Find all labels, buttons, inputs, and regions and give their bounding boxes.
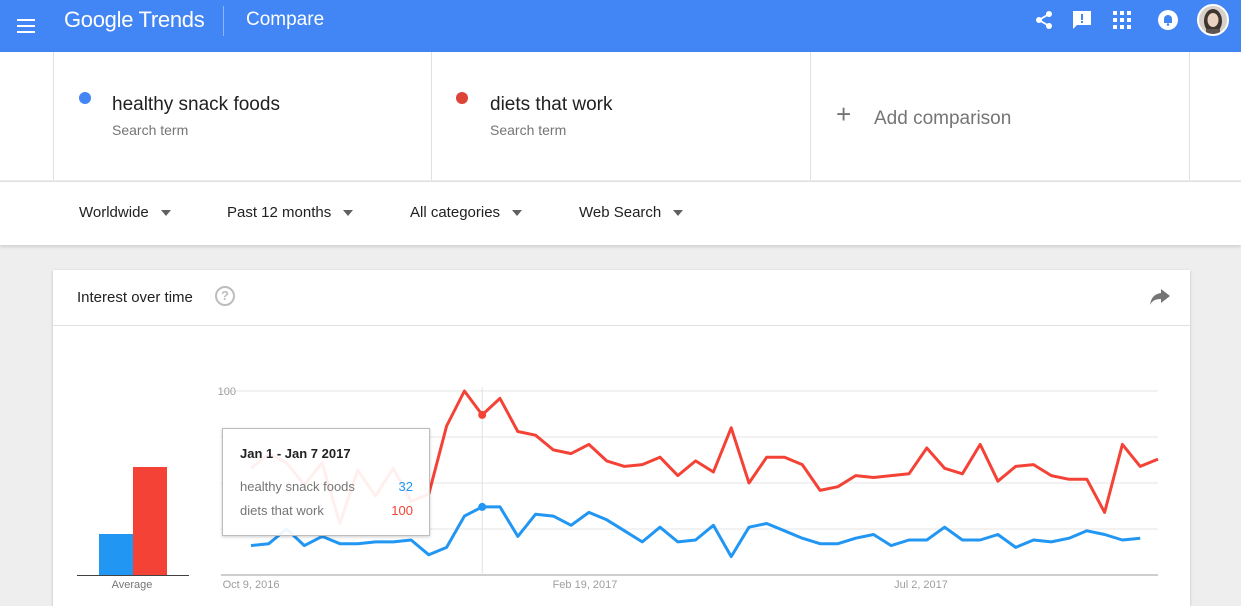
x-tick-label: Feb 19, 2017 <box>553 579 618 591</box>
term-color-dot-1 <box>79 92 91 104</box>
filter-region-dropdown[interactable]: Worldwide <box>79 204 171 221</box>
plus-icon: + <box>836 99 852 129</box>
term-divider <box>53 52 54 180</box>
x-tick-label: Jul 2, 2017 <box>894 579 948 591</box>
chevron-down-icon <box>673 209 684 216</box>
term-color-dot-2 <box>456 92 468 104</box>
avatar[interactable] <box>1197 4 1229 36</box>
term-type-2: Search term <box>490 122 567 138</box>
google-trends-logo[interactable]: Google Trends <box>64 7 205 32</box>
average-baseline <box>77 575 189 576</box>
card-title: Interest over time <box>77 289 193 306</box>
tooltip-date: Jan 1 - Jan 7 2017 <box>240 446 351 461</box>
filter-region-label: Worldwide <box>79 204 149 221</box>
term-name-1[interactable]: healthy snack foods <box>112 94 280 115</box>
tooltip-series-value-1: 32 <box>398 479 413 494</box>
share-icon[interactable] <box>1032 8 1056 32</box>
term-card-2[interactable]: diets that work Search term <box>432 52 811 180</box>
term-card-1[interactable]: healthy snack foods Search term <box>54 52 432 180</box>
comparison-row: healthy snack foods Search term diets th… <box>0 52 1241 180</box>
tooltip-series-value-2: 100 <box>391 503 413 518</box>
header-divider <box>223 6 224 36</box>
filter-time-label: Past 12 months <box>227 204 332 221</box>
menu-icon[interactable] <box>14 14 38 38</box>
y-tick-label: 100 <box>218 386 236 398</box>
hover-point-1 <box>478 502 487 511</box>
filter-search-type-dropdown[interactable]: Web Search <box>579 204 684 221</box>
chart-tooltip: Jan 1 - Jan 7 2017 healthy snack foods 3… <box>222 428 430 536</box>
chevron-down-icon <box>512 209 523 216</box>
add-comparison-label: Add comparison <box>874 108 1012 129</box>
interest-over-time-card: Interest over time ? Average 100 Oct 9, 2… <box>53 270 1190 606</box>
tooltip-series-label-1: healthy snack foods <box>240 479 355 494</box>
notifications-icon[interactable] <box>1156 8 1180 32</box>
feedback-icon[interactable] <box>1070 8 1094 32</box>
filter-category-label: All categories <box>410 204 501 221</box>
hover-point-2 <box>478 410 487 419</box>
tooltip-series-label-2: diets that work <box>240 503 324 518</box>
term-type-1: Search term <box>112 122 189 138</box>
app-header: Google Trends Compare <box>0 0 1241 52</box>
card-separator <box>53 325 1190 326</box>
term-name-2[interactable]: diets that work <box>490 94 613 115</box>
share-arrow-icon[interactable] <box>1149 288 1171 311</box>
average-bar-diets-that-work <box>133 467 167 575</box>
page-title: Compare <box>246 9 325 30</box>
average-bar-healthy-snack-foods <box>99 534 133 575</box>
average-label: Average <box>111 579 153 591</box>
filter-row: Worldwide Past 12 months All categories … <box>0 181 1241 245</box>
chevron-down-icon <box>343 209 354 216</box>
chevron-down-icon <box>160 209 171 216</box>
apps-grid-icon[interactable] <box>1110 8 1134 32</box>
filter-time-dropdown[interactable]: Past 12 months <box>227 204 354 221</box>
add-comparison-button[interactable]: + Add comparison <box>811 52 1190 180</box>
help-icon[interactable]: ? <box>215 286 235 306</box>
series-line-1 <box>250 505 1141 559</box>
filter-search-type-label: Web Search <box>579 204 662 221</box>
x-tick-label: Oct 9, 2016 <box>223 579 280 591</box>
filter-category-dropdown[interactable]: All categories <box>410 204 523 221</box>
